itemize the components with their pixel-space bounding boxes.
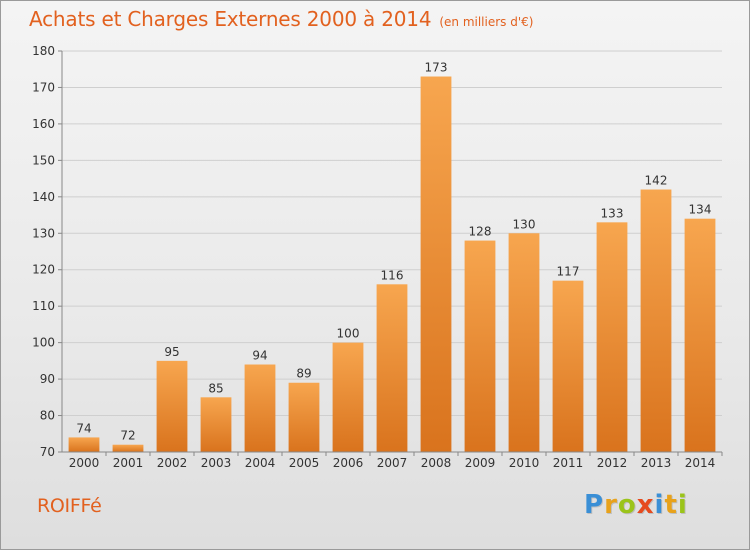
bar-2014: [684, 218, 716, 452]
x-tick-label: 2009: [465, 456, 496, 470]
data-label-2005: 89: [296, 367, 311, 381]
bar-2008: [420, 76, 452, 452]
y-tick-label: 170: [32, 80, 55, 94]
data-label-2006: 100: [337, 327, 360, 341]
y-tick-label: 110: [32, 299, 55, 313]
x-tick-label: 2008: [421, 456, 452, 470]
bar-2004: [244, 364, 276, 452]
x-tick-label: 2004: [245, 456, 276, 470]
chart-header: Achats et Charges Externes 2000 à 2014 (e…: [29, 7, 533, 31]
x-tick-label: 2010: [509, 456, 540, 470]
y-tick-label: 120: [32, 263, 55, 277]
data-label-2000: 74: [76, 421, 91, 435]
x-tick-label: 2011: [553, 456, 584, 470]
bars: 74 72 95 85 94 89 100 116 173 128 130 117 133 142 134: [68, 61, 716, 452]
commune-name: ROIFFé: [37, 495, 102, 517]
bar-2013: [640, 189, 672, 452]
bar-2006: [332, 342, 364, 452]
bar-2003: [200, 397, 232, 452]
data-label-2012: 133: [601, 206, 624, 220]
x-tick-label: 2005: [289, 456, 320, 470]
chart-title: Achats et Charges Externes 2000 à 2014: [29, 7, 432, 31]
y-tick-label: 150: [32, 153, 55, 167]
y-tick-label: 180: [32, 44, 55, 58]
bar-2010: [508, 233, 540, 452]
data-label-2004: 94: [252, 349, 267, 363]
data-label-2001: 72: [120, 429, 135, 443]
x-tick-label: 2006: [333, 456, 364, 470]
x-tick-label: 2007: [377, 456, 408, 470]
x-tick-label: 2013: [641, 456, 672, 470]
bar-2007: [376, 284, 408, 452]
logo-letter: P: [584, 490, 605, 520]
data-label-2013: 142: [645, 174, 668, 188]
y-tick-label: 90: [40, 372, 55, 386]
data-label-2003: 85: [208, 381, 223, 395]
logo-letter: i: [654, 490, 665, 520]
x-tick-label: 2014: [685, 456, 716, 470]
logo-letter: o: [617, 490, 637, 520]
x-tick-label: 2001: [113, 456, 144, 470]
x-tick-label: 2002: [157, 456, 188, 470]
bar-2001: [112, 444, 144, 452]
axes: 70 80 90 100 110 120 130 140 150 160 170 180 2000 200…: [32, 44, 723, 470]
y-tick-label: 100: [32, 336, 55, 350]
bar-2009: [464, 240, 496, 452]
data-label-2009: 128: [469, 225, 492, 239]
y-tick-label: 80: [40, 409, 55, 423]
data-label-2007: 116: [381, 268, 404, 282]
x-tick-label: 2003: [201, 456, 232, 470]
data-label-2011: 117: [557, 265, 580, 279]
data-label-2002: 95: [164, 345, 179, 359]
logo-letter: t: [664, 490, 678, 520]
data-label-2010: 130: [513, 217, 536, 231]
logo-letter: x: [636, 490, 655, 520]
bar-2011: [552, 280, 584, 452]
proxiti-logo: Proxiti: [584, 490, 688, 520]
y-tick-label: 70: [40, 445, 55, 459]
bar-2005: [288, 382, 320, 452]
bar-2012: [596, 222, 628, 452]
logo-letter: r: [604, 490, 618, 520]
y-tick-label: 140: [32, 190, 55, 204]
logo-letter: i: [677, 490, 688, 520]
x-tick-label: 2000: [69, 456, 100, 470]
chart-subtitle: (en milliers d'€): [439, 15, 534, 29]
data-label-2008: 173: [425, 61, 448, 75]
x-tick-label: 2012: [597, 456, 628, 470]
y-tick-label: 130: [32, 226, 55, 240]
y-tick-label: 160: [32, 117, 55, 131]
bar-2000: [68, 437, 100, 452]
data-label-2014: 134: [689, 203, 712, 217]
bar-2002: [156, 360, 188, 452]
